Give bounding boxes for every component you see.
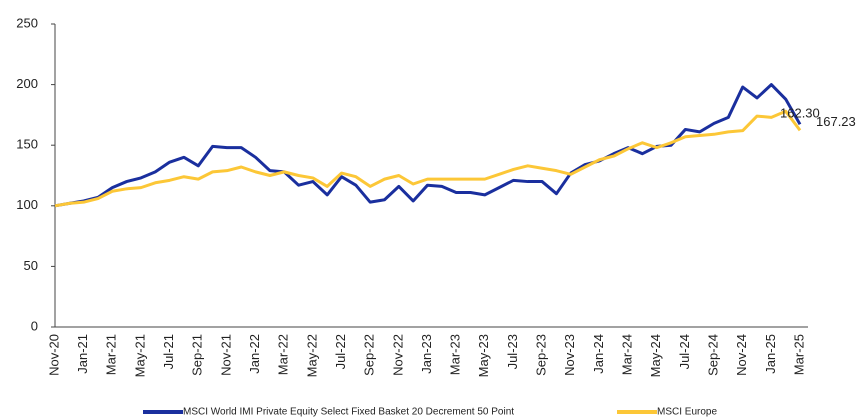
- x-tick-label: Jan-24: [591, 334, 606, 374]
- x-tick-label: Mar-22: [276, 334, 291, 375]
- y-tick-label: 100: [16, 197, 38, 212]
- x-tick-label: Sep-24: [705, 334, 720, 376]
- legend-label: MSCI Europe: [657, 407, 717, 418]
- x-tick-label: Sep-23: [534, 334, 549, 376]
- y-tick-label: 200: [16, 76, 38, 91]
- y-tick-label: 150: [16, 137, 38, 152]
- series-line: [54, 83, 802, 208]
- x-tick-label: Jul-23: [505, 334, 520, 369]
- x-tick-label: May-23: [476, 334, 491, 377]
- legend-label: MSCI World IMI Private Equity Select Fix…: [183, 407, 514, 418]
- x-tick-label: May-21: [132, 334, 147, 377]
- y-tick-label: 50: [24, 258, 38, 273]
- x-tick-label: Mar-24: [620, 334, 635, 375]
- x-tick-label: Sep-22: [362, 334, 377, 376]
- x-tick-label: Jul-21: [161, 334, 176, 369]
- x-tick-label: May-22: [304, 334, 319, 377]
- series-line: [54, 109, 802, 208]
- x-tick-label: Jul-22: [333, 334, 348, 369]
- legend: MSCI World IMI Private Equity Select Fix…: [143, 407, 717, 418]
- x-tick-label: Nov-22: [390, 334, 405, 376]
- value-label: 167.23: [816, 114, 856, 129]
- x-tick-label: Mar-21: [104, 334, 119, 375]
- y-tick-label: 0: [31, 318, 38, 333]
- x-tick-label: Sep-21: [190, 334, 205, 376]
- x-tick-label: Jan-21: [75, 334, 90, 374]
- x-tick-label: Mar-25: [791, 334, 806, 375]
- x-tick-label: Jan-23: [419, 334, 434, 374]
- value-label: 162.30: [780, 106, 820, 121]
- x-tick-label: Nov-21: [218, 334, 233, 376]
- x-tick-label: Nov-23: [562, 334, 577, 376]
- x-tick-label: Jan-25: [763, 334, 778, 374]
- x-tick-label: Jul-24: [677, 334, 692, 369]
- y-tick-label: 250: [16, 15, 38, 30]
- x-tick-label: May-24: [648, 334, 663, 377]
- x-tick-label: Nov-20: [46, 334, 61, 376]
- x-tick-label: Nov-24: [734, 334, 749, 376]
- x-tick-label: Mar-23: [448, 334, 463, 375]
- x-tick-label: Jan-22: [247, 334, 262, 374]
